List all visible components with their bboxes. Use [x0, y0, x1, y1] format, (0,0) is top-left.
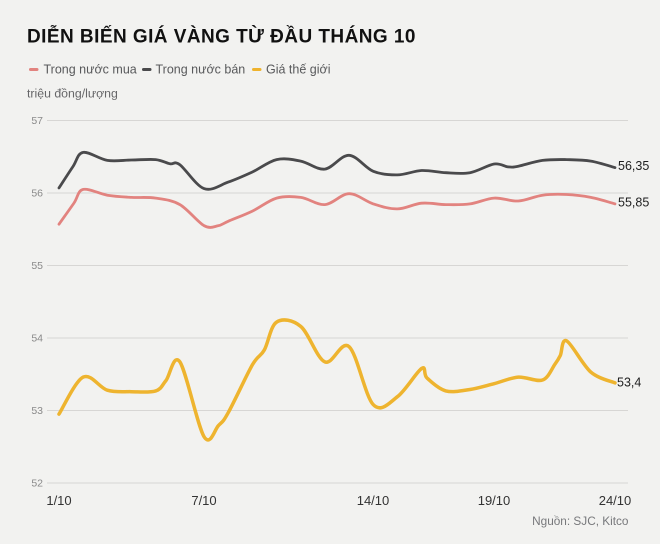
svg-text:57: 57: [31, 115, 43, 127]
svg-text:DIỄN BIẾN GIÁ VÀNG TỪ ĐẦU THÁN: DIỄN BIẾN GIÁ VÀNG TỪ ĐẦU THÁNG 10: [27, 26, 416, 48]
svg-text:14/10: 14/10: [357, 493, 390, 508]
svg-text:Nguồn: SJC, Kitco: Nguồn: SJC, Kitco: [532, 514, 629, 528]
svg-text:55: 55: [31, 260, 43, 272]
svg-text:7/10: 7/10: [191, 493, 216, 508]
svg-text:24/10: 24/10: [599, 493, 632, 508]
svg-text:Trong nước bán: Trong nước bán: [156, 63, 246, 77]
svg-text:56: 56: [31, 188, 43, 200]
svg-text:53,4: 53,4: [617, 376, 641, 390]
svg-text:52: 52: [31, 478, 43, 490]
svg-text:triệu đồng/lượng: triệu đồng/lượng: [27, 87, 118, 101]
svg-text:Giá thế giới: Giá thế giới: [266, 63, 330, 77]
svg-text:54: 54: [31, 333, 43, 345]
svg-text:53: 53: [31, 405, 43, 417]
svg-text:55,85: 55,85: [618, 196, 649, 210]
svg-text:Trong nước mua: Trong nước mua: [44, 63, 137, 77]
svg-text:56,35: 56,35: [618, 159, 649, 173]
svg-text:1/10: 1/10: [46, 493, 71, 508]
svg-text:19/10: 19/10: [478, 493, 511, 508]
